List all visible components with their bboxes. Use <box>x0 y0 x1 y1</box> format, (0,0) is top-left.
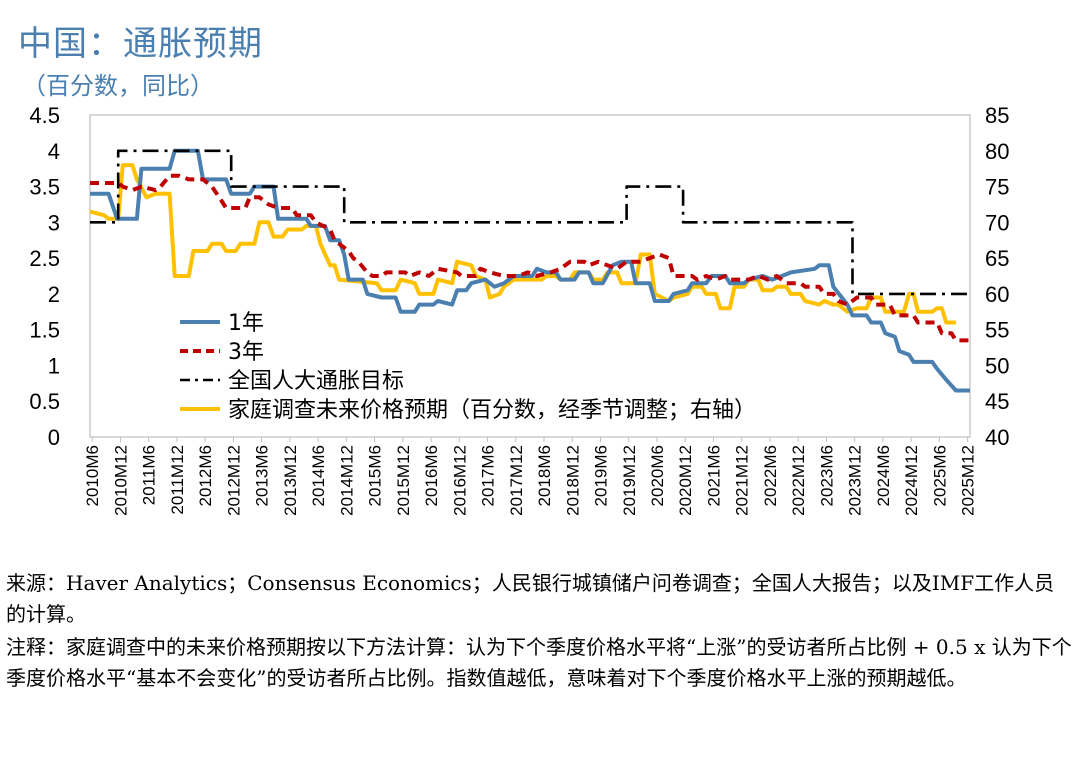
y-right-tick-label: 80 <box>985 139 1009 164</box>
x-tick-label: 2011M6 <box>140 445 159 505</box>
y-right-tick-label: 50 <box>985 353 1009 378</box>
y-right-tick-label: 70 <box>985 210 1009 235</box>
y-left-tick-label: 3.5 <box>29 175 60 200</box>
x-tick-label: 2020M6 <box>648 445 667 506</box>
x-tick-label: 2011M12 <box>168 445 187 515</box>
y-left-tick-label: 1 <box>48 353 60 378</box>
legend-label: 全国人大通胀目标 <box>228 369 404 394</box>
x-tick-label: 2022M6 <box>761 445 780 506</box>
x-tick-label: 2017M6 <box>479 445 498 506</box>
x-tick-label: 2018M12 <box>563 445 582 516</box>
x-tick-label: 2019M6 <box>592 445 611 506</box>
x-tick-label: 2019M12 <box>620 445 639 516</box>
plot-frame <box>89 114 971 438</box>
x-tick-label: 2013M6 <box>253 445 272 506</box>
x-tick-label: 2016M12 <box>450 445 469 516</box>
chart-title: 中国：通胀预期 <box>18 24 263 64</box>
y-right-tick-label: 65 <box>985 246 1009 271</box>
series-line-0 <box>90 148 970 393</box>
chart-subtitle: （百分数，同比） <box>22 72 214 100</box>
y-left-tick-label: 3 <box>48 210 60 235</box>
y-left-tick-label: 1.5 <box>29 318 60 343</box>
x-tick-label: 2023M6 <box>817 445 836 506</box>
series-line-2 <box>90 149 970 296</box>
legend-label: 3年 <box>228 340 264 365</box>
y-left-tick-label: 4 <box>48 139 60 164</box>
y-right-tick-label: 75 <box>985 175 1009 200</box>
x-tick-label: 2021M6 <box>704 445 723 506</box>
x-tick-label: 2012M6 <box>196 445 215 506</box>
y-left-tick-label: 2.5 <box>29 246 60 271</box>
y-left-tick-label: 2 <box>48 282 60 307</box>
y-left-tick-label: 4.5 <box>29 103 60 128</box>
x-tick-label: 2010M6 <box>83 445 102 506</box>
x-tick-label: 2014M12 <box>337 445 356 516</box>
x-tick-label: 2023M12 <box>846 445 865 516</box>
y-right-tick-label: 45 <box>985 389 1009 414</box>
x-tick-label: 2025M6 <box>930 445 949 506</box>
y-left-tick-label: 0 <box>48 425 60 450</box>
x-tick-label: 2013M12 <box>281 445 300 516</box>
source-note: 来源：Haver Analytics；Consensus Economics；人… <box>6 571 1055 626</box>
x-tick-label: 2020M12 <box>676 445 695 516</box>
x-tick-label: 2010M12 <box>111 445 130 516</box>
x-tick-label: 2021M12 <box>733 445 752 516</box>
x-tick-label: 2025M12 <box>959 445 978 516</box>
legend-label: 1年 <box>228 311 264 336</box>
x-tick-label: 2015M6 <box>366 445 385 506</box>
x-tick-label: 2024M6 <box>874 445 893 506</box>
methodology-note: 注释：家庭调查中的未来价格预期按以下方法计算：认为下个季度价格水平将“上涨”的受… <box>6 635 1072 690</box>
x-tick-label: 2015M12 <box>394 445 413 516</box>
x-tick-label: 2017M12 <box>507 445 526 516</box>
y-right-tick-label: 60 <box>985 282 1009 307</box>
x-tick-label: 2022M12 <box>789 445 808 516</box>
y-right-tick-label: 85 <box>985 103 1009 128</box>
y-right-tick-label: 40 <box>985 425 1009 450</box>
series-line-3 <box>89 163 956 325</box>
chart-svg: 0 0.5 1 1.5 2 2.5 3 3.5 4 4.5 40 45 50 55 60 65 70 75 80 85… <box>29 103 1009 516</box>
y-left-tick-label: 0.5 <box>29 389 60 414</box>
x-tick-label: 2016M6 <box>422 445 441 506</box>
x-tick-label: 2012M12 <box>224 445 243 516</box>
y-right-tick-label: 55 <box>985 318 1009 343</box>
x-tick-label: 2018M6 <box>535 445 554 506</box>
series-line-1 <box>90 173 970 343</box>
x-tick-label: 2014M6 <box>309 445 328 506</box>
x-tick-label: 2024M12 <box>902 445 921 516</box>
legend-label: 家庭调查未来价格预期（百分数，经季节调整；右轴） <box>228 398 756 423</box>
